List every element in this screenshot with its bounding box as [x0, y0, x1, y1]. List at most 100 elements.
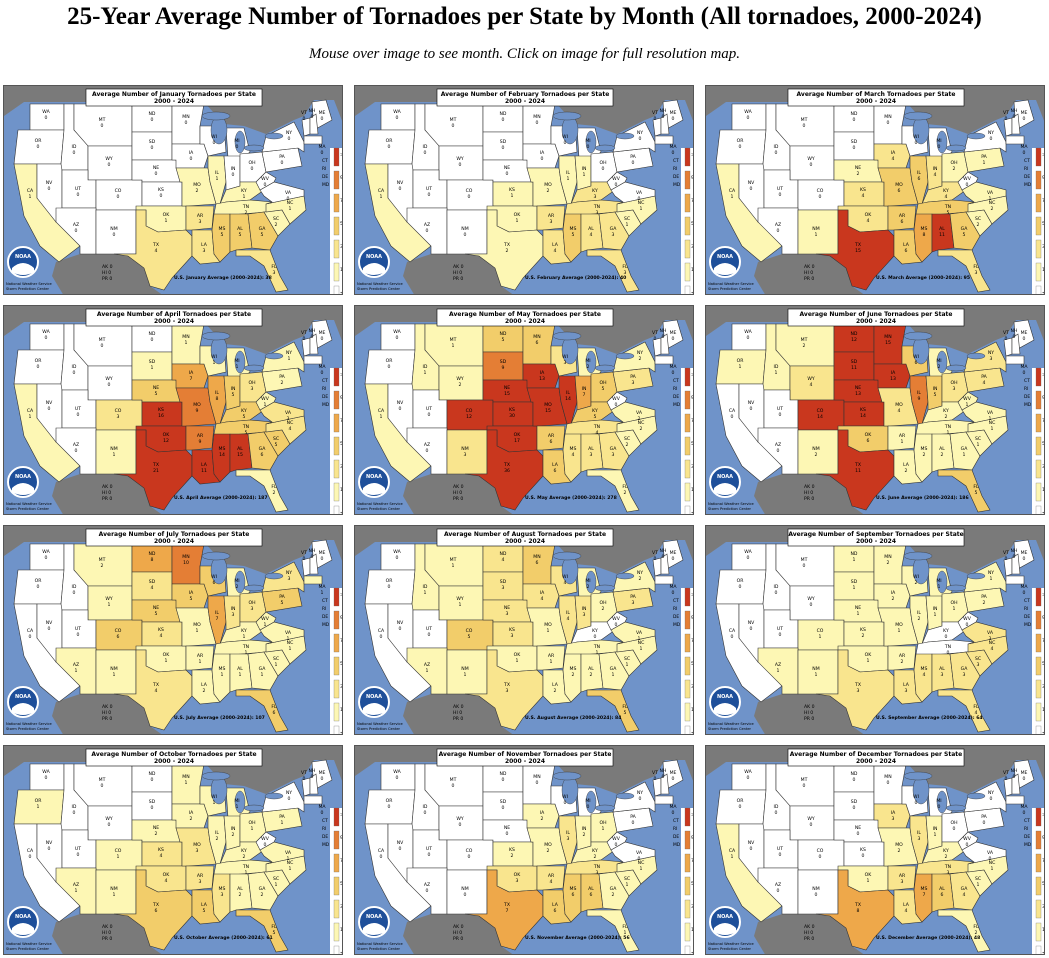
legend-swatch: [333, 830, 340, 850]
state-abbr-sd: SD: [851, 139, 858, 145]
state-mn: [522, 763, 556, 805]
state-abbr-or: OR: [737, 578, 745, 584]
state-value-or: 0: [37, 144, 40, 150]
state-abbr-ms: MS: [219, 226, 226, 232]
state-nm: [446, 429, 488, 475]
state-al: [931, 433, 955, 473]
state-abbr-oh: OH: [248, 160, 255, 166]
state-value-ok: 6: [867, 438, 870, 444]
state-value-ok: 1: [165, 658, 168, 664]
map-march[interactable]: WA 0 OR 0 CA 1 NV 0 ID 0 MT 0 WY 0 UT 0 CO 0 AZ 0 NM 1 ND 0 SD 0 N…: [705, 85, 1045, 295]
legend-label: 7-8: [691, 638, 694, 644]
state-value-al: 6: [590, 892, 593, 898]
state-abbr-tx: TX: [854, 902, 861, 908]
state-value-ut: 0: [77, 852, 80, 858]
state-ma: [654, 355, 674, 365]
map-april[interactable]: WA 0 OR 0 CA 1 NV 0 ID 0 MT 0 WY 0 UT 0 CO 3 AZ 0 NM 1 ND 0 SD 1 N…: [3, 305, 343, 515]
state-value-id: 0: [424, 150, 427, 156]
state-abbr-pa: PA: [981, 594, 987, 600]
state-abbr-ma: MA: [1020, 364, 1028, 370]
state-ar: [887, 425, 917, 451]
great-lake: [903, 111, 933, 121]
monthly-average-footer: U.S. January Average (2000-2024): 38: [174, 275, 272, 281]
state-abbr-ne: NE: [855, 825, 861, 831]
state-abbr-ma: MA: [318, 584, 326, 590]
state-value-wi: 6: [213, 580, 216, 586]
state-abbr-in: IN: [231, 386, 236, 392]
state-abbr-pa: PA: [630, 374, 636, 380]
noaa-logo-wave-icon: [363, 703, 385, 715]
state-value-ia: 0: [541, 156, 544, 162]
agency-center: Storm Prediction Center: [708, 507, 752, 511]
state-abbr-oh: OH: [599, 600, 606, 606]
state-value-al: 3: [941, 672, 944, 678]
state-value-nh: 0: [662, 774, 665, 780]
state-value-nc: 1: [289, 646, 292, 652]
great-lake: [615, 132, 635, 140]
state-abbr-or: OR: [737, 358, 745, 364]
state-abbr-mi: MI: [936, 798, 941, 804]
map-december[interactable]: WA 0 OR 0 CA 1 NV 0 ID 0 MT 0 WY 0 UT 0 CO 0 AZ 0 NM 0 ND 0 SD 0 N…: [705, 745, 1045, 955]
state-abbr-wy: WY: [807, 156, 815, 162]
state-abbr-oh: OH: [950, 160, 957, 166]
state-abbr-ca: CA: [729, 408, 736, 414]
state-value-wa: 0: [396, 555, 399, 561]
state-value-il: 2: [216, 836, 219, 842]
state-value-or: 0: [388, 804, 391, 810]
state-value-sc: 5: [275, 442, 278, 448]
state-abbr-ga: GA: [610, 666, 618, 672]
map-years: 2000 - 2024: [505, 758, 545, 765]
state-abbr-ny: NY: [637, 570, 643, 576]
legend-label: >10: [1042, 812, 1045, 818]
state-value-ok: 1: [867, 878, 870, 884]
map-october[interactable]: WA 0 OR 1 CA 0 NV 0 ID 0 MT 0 WY 0 UT 0 CO 1 AZ 1 NM 1 ND 0 SD 0 N…: [3, 745, 343, 955]
map-june[interactable]: WA 0 OR 1 CA 0 NV 0 ID 1 MT 2 WY 4 UT 0 CO 14 AZ 0 NM 2 ND 12 SD…: [705, 305, 1045, 515]
great-lake: [903, 551, 933, 561]
map-august[interactable]: WA 0 OR 0 CA 0 NV 0 ID 1 MT 1 WY 1 UT 0 CO 5 AZ 1 NM 1 ND 4 SD 3 N…: [354, 525, 694, 735]
map-november[interactable]: WA 0 OR 0 CA 0 NV 0 ID 0 MT 0 WY 0 UT 0 CO 0 AZ 0 NM 0 ND 0 SD 0 N…: [354, 745, 694, 955]
state-abbr-mn: MN: [533, 114, 540, 120]
state-value-mi: 2: [236, 584, 239, 590]
noaa-logo-text: NOAA: [366, 474, 382, 480]
state-ms: [913, 653, 933, 703]
state-value-mn: 6: [536, 560, 539, 566]
state-abbr-tx: TX: [503, 462, 510, 468]
territory-value: HI 0: [804, 710, 813, 716]
state-value-mt: 0: [803, 123, 806, 129]
state-value-ia: 2: [541, 816, 544, 822]
state-abbr-az: AZ: [775, 882, 781, 888]
map-january[interactable]: WA 0 OR 0 CA 1 NV 0 ID 0 MT 0 WY 0 UT 0 CO 0 AZ 0 NM 0 ND 0 SD 0 N…: [3, 85, 343, 295]
state-abbr-tn: TN: [944, 424, 951, 430]
state-tx: [464, 649, 544, 731]
state-abbr-nv: NV: [46, 840, 53, 846]
state-abbr-nv: NV: [748, 400, 755, 406]
map-may[interactable]: WA 0 OR 0 CA 1 NV 0 ID 1 MT 1 WY 2 UT 0 CO 12 AZ 0 NM 3 ND 5 SD 9…: [354, 305, 694, 515]
state-abbr-mt: MT: [99, 337, 106, 343]
state-value-ne: 2: [857, 171, 860, 177]
state-ms: [913, 433, 933, 483]
state-abbr-mt: MT: [801, 337, 808, 343]
map-september[interactable]: WA 0 OR 0 CA 0 NV 0 ID 0 MT 0 WY 0 UT 0 CO 1 AZ 1 NM 1 ND 1 SD 1 N…: [705, 525, 1045, 735]
legend-label: >10: [340, 152, 343, 158]
state-abbr-pa: PA: [981, 814, 987, 820]
state-va: [961, 181, 1007, 205]
state-ms: [562, 653, 582, 703]
noaa-logo-wave-icon: [714, 923, 736, 935]
state-abbr-ms: MS: [219, 446, 226, 452]
state-va: [961, 401, 1007, 425]
map-july[interactable]: WA 0 OR 0 CA 0 NV 0 ID 0 MT 2 WY 1 UT 0 CO 6 AZ 1 NM 1 ND 8 SD 4 N…: [3, 525, 343, 735]
state-abbr-wa: WA: [42, 549, 50, 555]
map-february[interactable]: WA 0 OR 0 CA 1 NV 0 ID 0 MT 0 WY 0 UT 0 CO 0 AZ 0 NM 0 ND 0 SD 0 N…: [354, 85, 694, 295]
map-title: Average Number of October Tornadoes per …: [91, 751, 256, 758]
state-abbr-mn: MN: [884, 334, 891, 340]
state-abbr-ky: KY: [943, 188, 949, 194]
great-lake: [201, 551, 231, 561]
state-value-mn: 2: [887, 560, 890, 566]
state-abbr-tn: TN: [242, 204, 249, 210]
state-value-fl: 4: [975, 710, 978, 716]
state-abbr-ks: KS: [509, 847, 515, 853]
map-title: Average Number of December Tornadoes per…: [790, 751, 962, 758]
state-value-wy: 0: [108, 162, 111, 168]
legend-swatch: [684, 587, 691, 607]
